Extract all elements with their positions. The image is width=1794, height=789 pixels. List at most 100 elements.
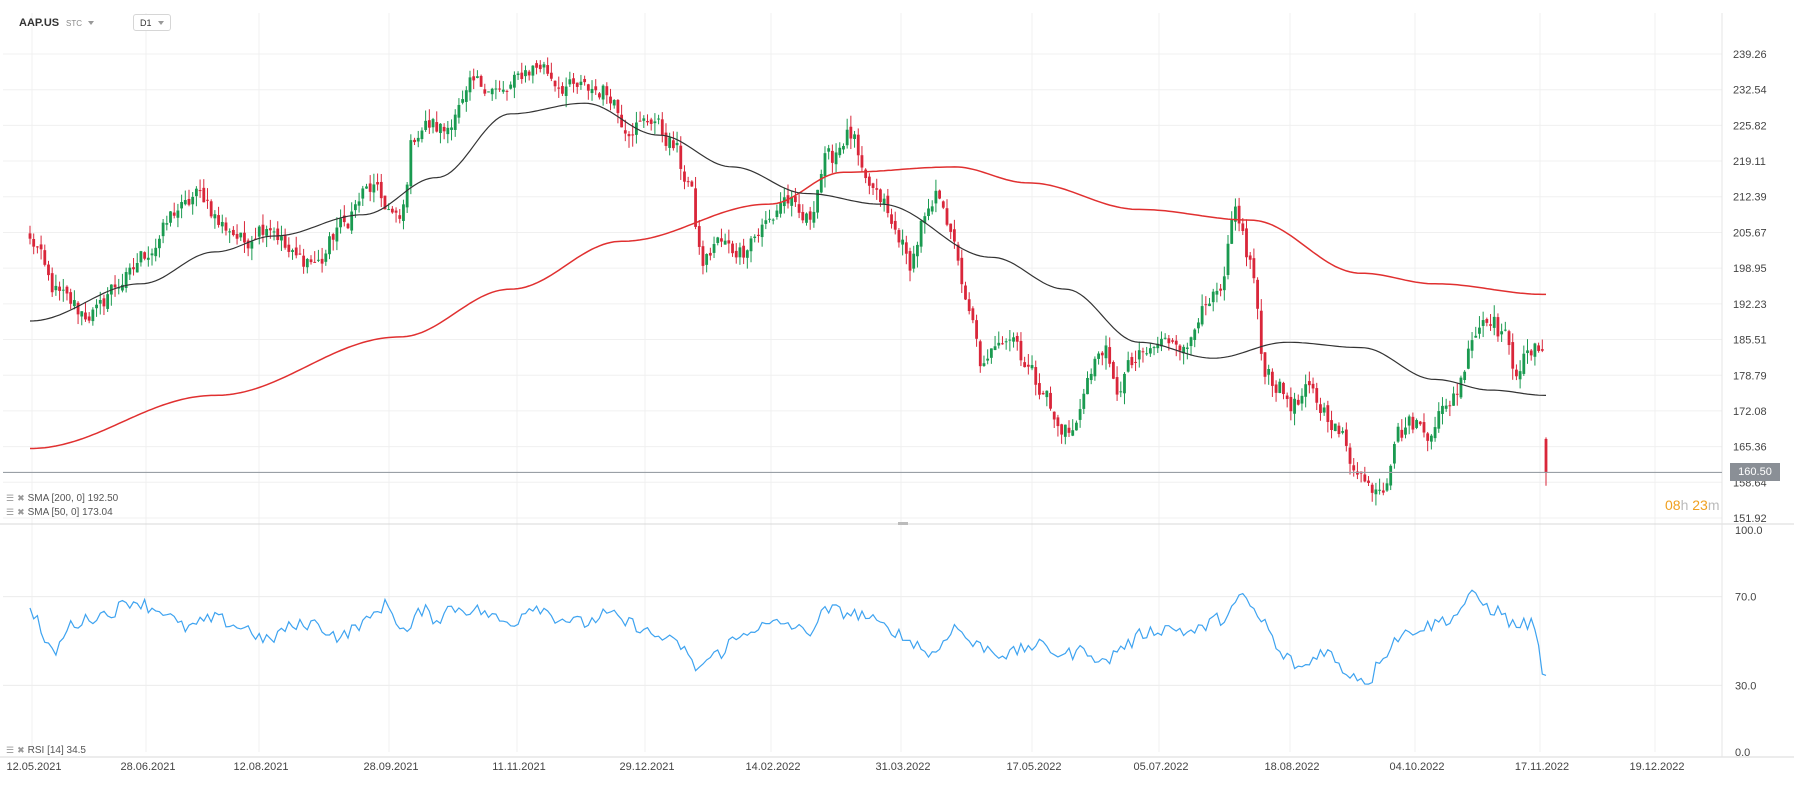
- candle-body: [335, 227, 339, 242]
- chevron-down-icon: [157, 20, 164, 25]
- candle-body: [220, 221, 224, 227]
- candle-body: [372, 184, 376, 193]
- candle-body: [805, 213, 808, 223]
- candle-body: [919, 220, 923, 247]
- candle-body: [557, 87, 561, 89]
- candle-body: [671, 140, 675, 149]
- candle-body: [1256, 279, 1259, 309]
- price-tick-label: 192.23: [1733, 299, 1767, 311]
- candle-body: [941, 201, 945, 208]
- candle-body: [716, 237, 720, 243]
- candle-body: [553, 80, 557, 87]
- rsi-tick-label: 100.0: [1735, 525, 1763, 537]
- candle-body: [598, 93, 601, 98]
- candle-body: [586, 84, 590, 91]
- candle-body: [923, 216, 927, 224]
- close-icon[interactable]: ✖: [17, 493, 24, 503]
- candle-body: [32, 238, 36, 247]
- candle-body: [1507, 331, 1511, 346]
- rsi-tick-label: 0.0: [1735, 747, 1750, 759]
- market-selector[interactable]: STC: [66, 14, 94, 32]
- date-tick-label: 18.08.2022: [1264, 761, 1319, 773]
- candle-body: [927, 208, 930, 217]
- candle-body: [731, 243, 734, 254]
- candle-body: [65, 286, 69, 294]
- candle-body: [742, 245, 746, 258]
- candle-body: [849, 126, 853, 139]
- candle-body: [745, 250, 749, 258]
- candles: [28, 57, 1548, 506]
- candle-body: [1163, 337, 1167, 339]
- candle-body: [1030, 365, 1034, 369]
- candle-body: [797, 204, 801, 213]
- candle-body: [95, 304, 98, 309]
- candle-body: [1348, 447, 1352, 464]
- price-tick-label: 205.67: [1733, 227, 1767, 239]
- candle-body: [1452, 393, 1455, 406]
- candle-body: [694, 188, 697, 227]
- candle-body: [749, 238, 753, 252]
- candle-body: [912, 253, 916, 269]
- settings-icon[interactable]: ☰: [6, 507, 14, 517]
- candle-body: [1167, 338, 1171, 344]
- candle-body: [61, 289, 65, 291]
- date-tick-label: 05.07.2022: [1133, 761, 1188, 773]
- candle-body: [564, 86, 568, 96]
- candle-body: [653, 121, 657, 124]
- candle-body: [1470, 340, 1474, 351]
- candle-body: [546, 65, 550, 74]
- candle-body: [1093, 358, 1097, 377]
- candle-body: [1015, 335, 1019, 342]
- candle-body: [616, 99, 620, 114]
- candle-body: [1500, 331, 1504, 335]
- candle-body: [1515, 369, 1518, 377]
- candle-body: [1200, 306, 1204, 325]
- sma50-legend[interactable]: ☰ ✖ SMA [50, 0] 173.04: [6, 506, 113, 519]
- rsi-legend[interactable]: ☰ ✖ RSI [14] 34.5: [6, 744, 86, 757]
- candle-body: [524, 70, 527, 77]
- candle-body: [1511, 342, 1515, 369]
- symbol-label[interactable]: AAP.US: [19, 17, 60, 29]
- price-axis: 239.26 232.54 225.82 219.11 212.39 205.67 198.…: [1733, 49, 1767, 525]
- candle-body: [87, 316, 91, 321]
- candle-body: [283, 234, 287, 248]
- candle-body: [479, 76, 483, 87]
- candle-body: [1381, 490, 1385, 493]
- candle-body: [757, 234, 760, 236]
- candle-body: [1289, 396, 1293, 412]
- price-tick-label: 219.11: [1733, 156, 1766, 168]
- timeframe-selector[interactable]: D1: [133, 14, 171, 31]
- candle-body: [1178, 345, 1182, 351]
- candle-body: [76, 302, 80, 315]
- candle-body: [1189, 337, 1193, 347]
- candle-body: [1389, 465, 1393, 486]
- candle-body: [47, 264, 50, 276]
- candle-body: [1344, 429, 1348, 446]
- candle-body: [764, 220, 768, 224]
- candle-body: [971, 308, 975, 321]
- sma200-legend[interactable]: ☰ ✖ SMA [200, 0] 192.50: [6, 492, 118, 505]
- candle-body: [997, 342, 1001, 346]
- candle-body: [257, 226, 261, 237]
- settings-icon[interactable]: ☰: [6, 493, 14, 503]
- candle-body: [649, 119, 653, 124]
- candle-body: [1208, 303, 1211, 307]
- close-icon[interactable]: ✖: [17, 745, 24, 755]
- candle-body: [313, 261, 317, 263]
- candle-body: [583, 78, 587, 83]
- settings-icon[interactable]: ☰: [6, 745, 14, 755]
- candle-body: [938, 190, 941, 199]
- candle-body: [590, 88, 594, 94]
- candle-body: [1108, 347, 1112, 364]
- candle-body: [964, 285, 967, 300]
- candle-body: [1444, 405, 1448, 409]
- candle-body: [952, 229, 956, 242]
- candle-body: [490, 88, 494, 95]
- candle-body: [827, 148, 831, 152]
- close-icon[interactable]: ✖: [17, 507, 24, 517]
- candle-body: [1315, 388, 1319, 403]
- candle-body: [664, 132, 668, 146]
- candle-body: [1156, 343, 1160, 349]
